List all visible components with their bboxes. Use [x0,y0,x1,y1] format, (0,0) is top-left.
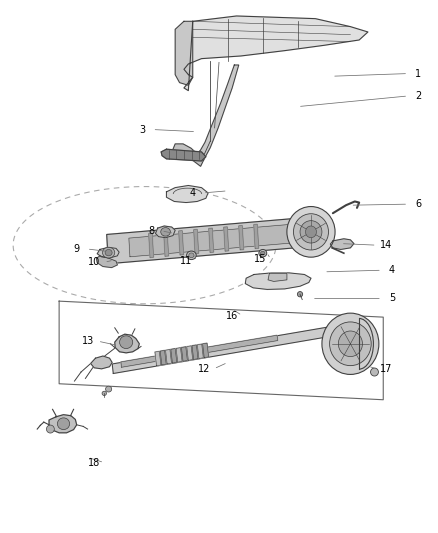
Polygon shape [49,415,77,433]
Polygon shape [97,247,119,258]
Text: 11: 11 [180,256,192,266]
Text: 10: 10 [88,257,100,267]
Ellipse shape [371,368,378,376]
Text: 5: 5 [389,294,395,303]
Text: 8: 8 [148,226,154,236]
Polygon shape [164,232,169,256]
Ellipse shape [46,425,54,433]
Polygon shape [268,273,287,281]
Ellipse shape [106,386,112,392]
Ellipse shape [161,228,170,236]
Polygon shape [112,327,330,374]
Polygon shape [171,349,177,363]
Polygon shape [166,350,172,364]
Polygon shape [181,347,187,361]
Ellipse shape [105,249,112,256]
Polygon shape [330,239,354,249]
Ellipse shape [297,292,303,297]
Ellipse shape [305,226,316,238]
Ellipse shape [120,336,133,349]
Ellipse shape [322,313,379,374]
Text: 18: 18 [88,458,100,467]
Polygon shape [155,226,175,238]
Text: 3: 3 [139,125,145,134]
Text: 9: 9 [74,244,80,254]
Ellipse shape [102,247,115,258]
Ellipse shape [102,391,106,395]
Ellipse shape [338,331,363,357]
Text: 4: 4 [190,188,196,198]
Polygon shape [161,149,206,161]
Polygon shape [239,225,244,250]
Polygon shape [148,233,154,257]
Polygon shape [96,256,117,268]
Polygon shape [254,224,259,248]
Ellipse shape [330,322,371,366]
Polygon shape [187,346,193,360]
Polygon shape [121,335,278,367]
Polygon shape [179,231,184,255]
Text: 16: 16 [226,311,238,320]
Text: 14: 14 [380,240,392,250]
Text: 6: 6 [415,199,421,209]
Polygon shape [198,344,203,359]
Text: 17: 17 [380,364,392,374]
Ellipse shape [287,207,335,257]
Text: 2: 2 [415,91,421,101]
Text: 15: 15 [254,254,267,264]
Polygon shape [203,343,208,358]
Polygon shape [155,351,161,366]
Polygon shape [184,16,368,91]
Polygon shape [160,350,166,365]
Polygon shape [245,273,311,289]
Polygon shape [176,348,182,362]
Polygon shape [209,228,214,253]
Ellipse shape [261,252,265,255]
Ellipse shape [57,418,70,430]
Polygon shape [194,229,198,254]
Polygon shape [166,185,208,203]
Text: 1: 1 [415,69,421,78]
Polygon shape [224,227,229,251]
Polygon shape [173,144,204,166]
Ellipse shape [189,253,194,258]
Polygon shape [115,334,139,353]
Polygon shape [107,218,300,264]
Ellipse shape [300,221,322,243]
Polygon shape [91,356,112,369]
Polygon shape [198,65,239,160]
Polygon shape [129,224,296,257]
Polygon shape [192,345,198,359]
Ellipse shape [293,214,328,250]
Ellipse shape [187,251,196,260]
Text: 4: 4 [389,265,395,275]
Text: 13: 13 [81,336,94,346]
Ellipse shape [259,249,267,257]
Polygon shape [175,21,193,85]
Text: 12: 12 [198,364,210,374]
